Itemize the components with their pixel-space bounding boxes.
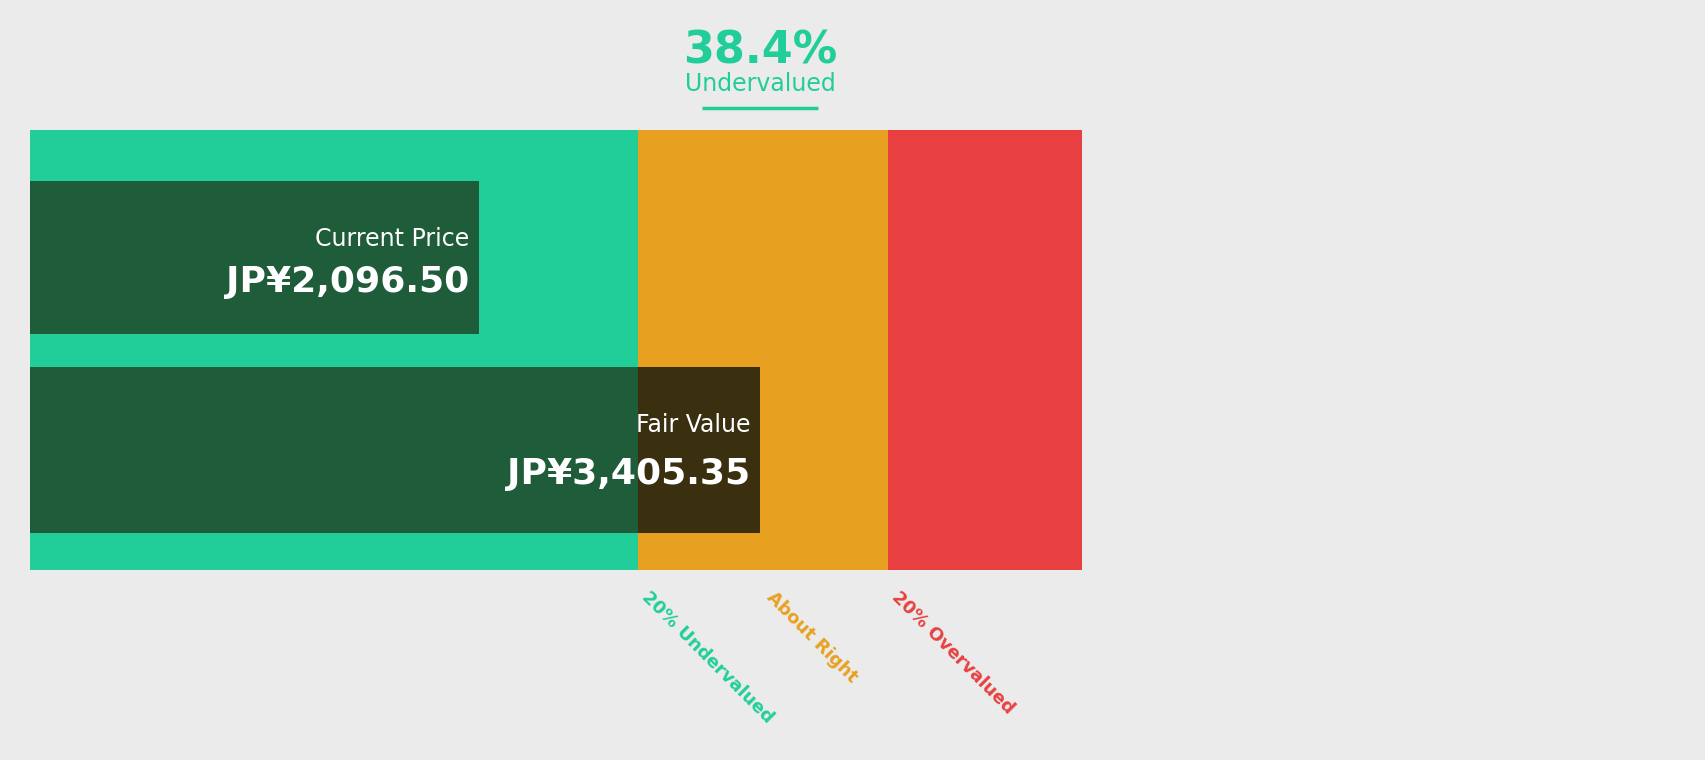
Text: Fair Value: Fair Value: [636, 413, 750, 437]
Text: JP¥2,096.50: JP¥2,096.50: [225, 264, 469, 299]
Bar: [638, 130, 888, 570]
Bar: [31, 181, 479, 334]
Bar: [888, 130, 1081, 570]
Text: Undervalued: Undervalued: [684, 72, 835, 96]
Text: Current Price: Current Price: [315, 226, 469, 251]
Text: 38.4%: 38.4%: [682, 30, 837, 73]
Bar: [638, 366, 760, 533]
Text: About Right: About Right: [762, 588, 861, 686]
Text: JP¥3,405.35: JP¥3,405.35: [506, 458, 750, 492]
Bar: [31, 366, 638, 533]
Bar: [31, 130, 638, 570]
Text: 20% Undervalued: 20% Undervalued: [638, 588, 776, 727]
Text: 20% Overvalued: 20% Overvalued: [888, 588, 1018, 717]
